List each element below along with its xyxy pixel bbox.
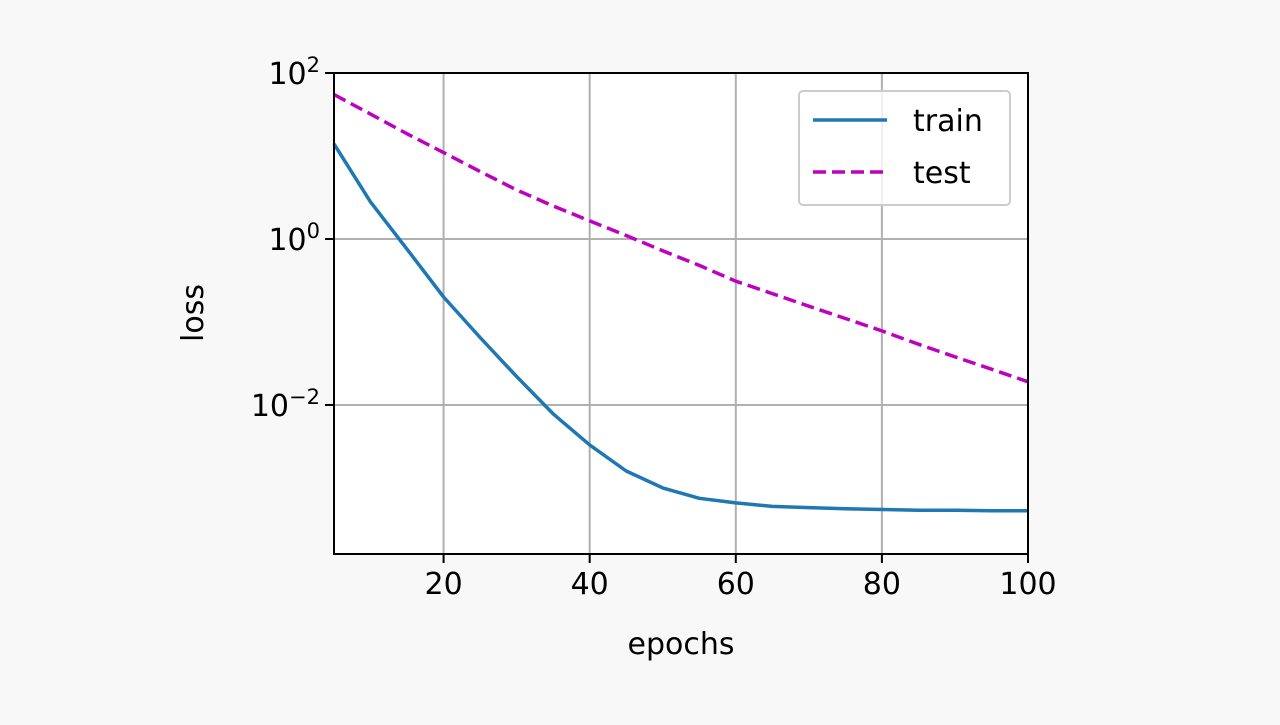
x-tick-label: 100 [999, 567, 1056, 602]
x-tick-label: 20 [424, 567, 462, 602]
x-tick-label: 60 [717, 567, 755, 602]
ticks: 20 40 60 80 100 102 100 10−2 [251, 53, 1057, 602]
axes-border [333, 72, 1029, 555]
x-tick-label: 80 [863, 567, 901, 602]
y-tick-label: 100 [268, 219, 320, 258]
test-legend-label: test [913, 156, 971, 191]
y-axis-label: loss [176, 284, 211, 342]
train-series-line [332, 142, 1028, 513]
x-axis-label: epochs [628, 627, 735, 662]
test-series-line [333, 92, 1029, 384]
y-tick-label: 10−2 [251, 385, 320, 424]
x-tick-label: 40 [571, 567, 609, 602]
train-legend-label: train [913, 104, 983, 139]
series-lines [332, 92, 1029, 513]
legend: train test [798, 90, 1011, 206]
y-tick-label: 102 [268, 53, 320, 92]
